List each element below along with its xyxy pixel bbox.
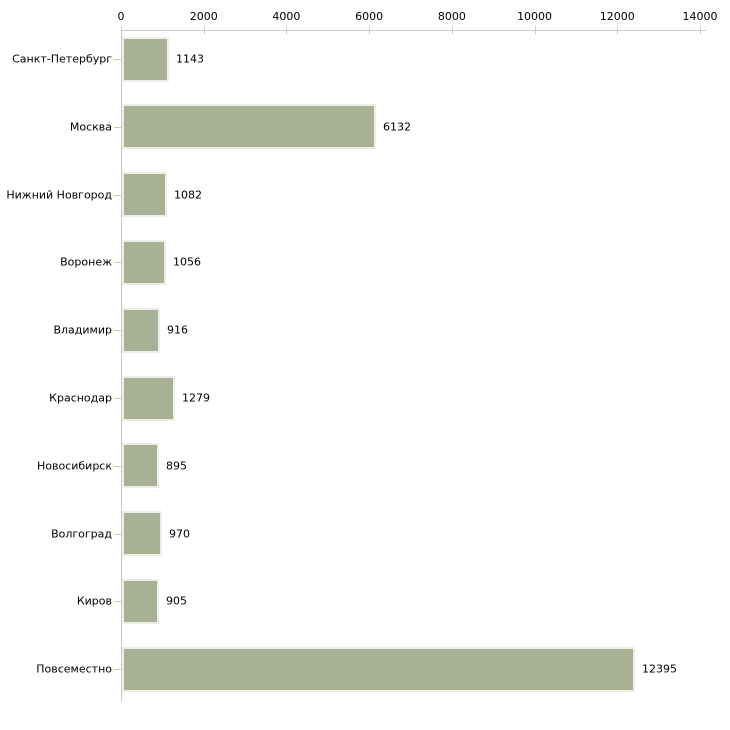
y-axis-tick [114,534,121,535]
x-axis-tick [534,26,536,34]
value-label: 916 [167,323,188,337]
x-axis-tick [121,26,122,34]
value-label: 1056 [173,255,201,269]
bar [122,240,166,285]
bar [122,172,167,217]
category-label: Краснодар [49,391,112,405]
value-label: 1279 [182,391,210,405]
bar [122,579,159,624]
value-label: 1143 [176,52,204,66]
bar [122,308,160,353]
category-label: Новосибирск [36,459,112,473]
category-label: Владимир [53,323,112,337]
bar [122,37,169,82]
category-label: Повсеместно [36,662,112,676]
y-axis-tick [114,466,121,467]
x-axis-tick-label: 0 [117,10,125,23]
value-label: 1082 [174,188,202,202]
x-axis-line [121,30,706,31]
category-label: Волгоград [51,527,112,541]
bar [122,511,162,556]
category-label: Москва [69,120,112,134]
x-axis-tick-label: 10000 [517,10,553,23]
bar [122,376,175,421]
x-axis-tick [700,26,701,34]
x-axis-tick-label: 8000 [437,10,466,23]
x-axis-tick-label: 4000 [272,10,301,23]
x-axis-tick [617,26,619,34]
y-axis-tick [114,601,121,602]
y-axis-tick [114,195,121,196]
x-axis-tick-label: 14000 [682,10,718,23]
value-label: 6132 [383,120,411,134]
x-axis-tick [203,26,205,34]
value-label: 970 [169,527,190,541]
category-label: Воронеж [60,255,112,269]
bar [122,647,635,692]
value-label: 12395 [642,662,677,676]
bar [122,104,376,149]
x-axis-tick-label: 2000 [189,10,218,23]
y-axis-tick [114,669,121,670]
x-axis-tick [286,26,288,34]
y-axis-tick [114,127,121,128]
category-label: Киров [76,594,112,608]
x-axis-tick [369,26,371,34]
bar [122,443,159,488]
y-axis-tick [114,330,121,331]
y-axis-tick [114,262,121,263]
x-axis-tick-label: 12000 [599,10,635,23]
y-axis-line [121,30,122,702]
category-label: Санкт-Петербург [12,52,112,66]
value-label: 895 [166,459,187,473]
x-axis-tick-label: 6000 [355,10,384,23]
y-axis-tick [114,398,121,399]
value-label: 905 [166,594,187,608]
category-label: Нижний Новгород [6,188,112,202]
y-axis-tick [114,59,121,60]
x-axis-tick [451,26,453,34]
